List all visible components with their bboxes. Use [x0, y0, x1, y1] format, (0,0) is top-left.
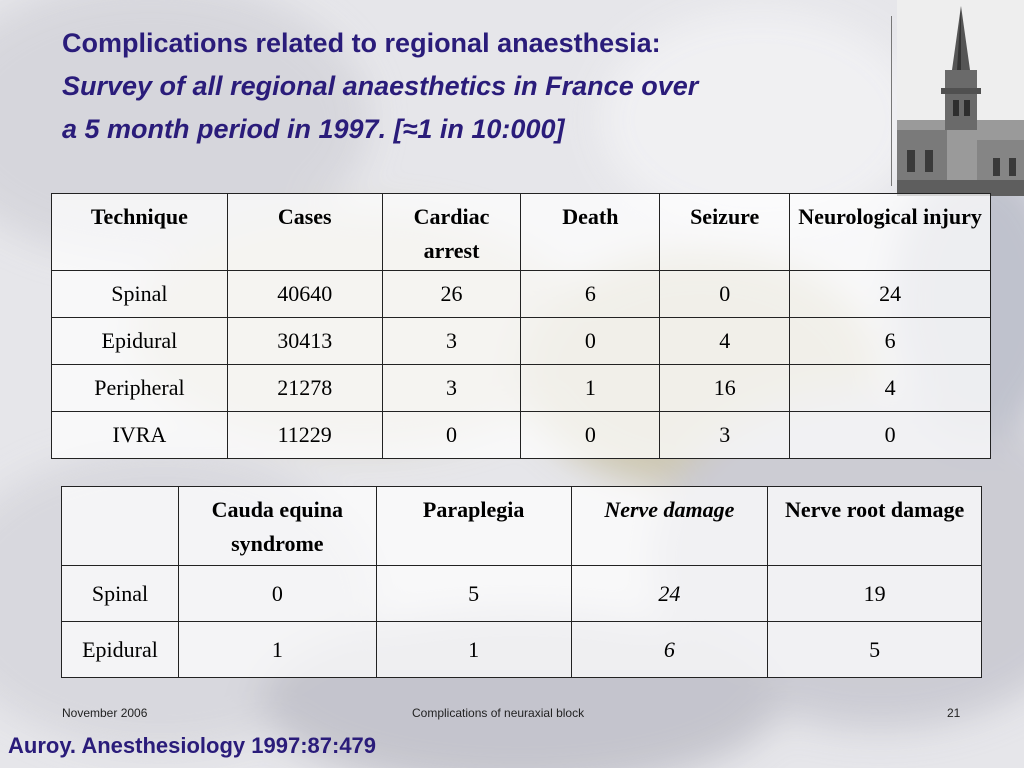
- table-cell: 11229: [226, 411, 383, 459]
- citation: Auroy. Anesthesiology 1997:87:479: [8, 733, 377, 758]
- table-cell: 6: [570, 621, 769, 678]
- table-cell: 3: [659, 411, 791, 459]
- table-cell: 16: [659, 364, 791, 412]
- table-cell: 24: [789, 270, 991, 318]
- table-cell: 1: [375, 621, 572, 678]
- header-cauda-equina: Cauda equina syndrome: [177, 486, 377, 566]
- footer-center-text: Complications of neuraxial block: [412, 706, 585, 720]
- table-cell: Spinal: [51, 270, 228, 318]
- table-header-row: Cauda equina syndrome Paraplegia Nerve d…: [61, 486, 982, 566]
- slide-title: Complications related to regional anaest…: [62, 22, 882, 151]
- table-cell: 3: [381, 364, 522, 412]
- table-cell: 0: [789, 411, 991, 459]
- table-cell: 0: [381, 411, 522, 459]
- cathedral-spire-photo: [897, 0, 1024, 196]
- table-cell: 5: [767, 621, 982, 678]
- table-row: Spinal 0 5 24 19: [61, 565, 982, 622]
- table-row: Epidural 30413 3 0 4 6: [51, 317, 991, 365]
- table-cell: 4: [789, 364, 991, 412]
- header-nerve-damage: Nerve damage: [570, 486, 769, 566]
- header-empty: [61, 486, 179, 566]
- table-cell: 6: [520, 270, 661, 318]
- header-cardiac-arrest: Cardiac arrest: [381, 193, 522, 271]
- table-row: Epidural 1 1 6 5: [61, 621, 982, 678]
- title-line-2: Survey of all regional anaesthetics in F…: [62, 71, 699, 101]
- table-cell: 40640: [226, 270, 383, 318]
- header-paraplegia: Paraplegia: [375, 486, 572, 566]
- complications-table: Technique Cases Cardiac arrest Death Sei…: [51, 193, 991, 459]
- table-cell: Epidural: [61, 621, 179, 678]
- table-cell: 19: [767, 565, 982, 622]
- table-cell: 5: [375, 565, 572, 622]
- table-cell: 26: [381, 270, 522, 318]
- header-nerve-root-damage: Nerve root damage: [767, 486, 982, 566]
- table-cell: Spinal: [61, 565, 179, 622]
- table-cell: Epidural: [51, 317, 228, 365]
- header-cases: Cases: [226, 193, 383, 271]
- table-row: Spinal 40640 26 6 0 24: [51, 270, 991, 318]
- table-cell: 1: [177, 621, 377, 678]
- header-seizure: Seizure: [659, 193, 791, 271]
- table-header-row: Technique Cases Cardiac arrest Death Sei…: [51, 193, 991, 271]
- table-row: IVRA 11229 0 0 3 0: [51, 411, 991, 459]
- title-line-1: Complications related to regional anaest…: [62, 28, 661, 58]
- table-cell: IVRA: [51, 411, 228, 459]
- title-divider-line: [891, 16, 892, 186]
- header-neurological-injury: Neurological injury: [789, 193, 991, 271]
- title-line-3: a 5 month period in 1997. [≈1 in 10:000]: [62, 114, 565, 144]
- table-cell: 0: [659, 270, 791, 318]
- table-cell: 4: [659, 317, 791, 365]
- table-cell: 30413: [226, 317, 383, 365]
- page-number: 21: [947, 706, 961, 720]
- table-cell: 6: [789, 317, 991, 365]
- table-cell: 0: [520, 317, 661, 365]
- table-cell: 21278: [226, 364, 383, 412]
- table-cell: Peripheral: [51, 364, 228, 412]
- table-cell: 3: [381, 317, 522, 365]
- table-row: Peripheral 21278 3 1 16 4: [51, 364, 991, 412]
- table-cell: 0: [520, 411, 661, 459]
- table-cell: 1: [520, 364, 661, 412]
- header-technique: Technique: [51, 193, 228, 271]
- header-death: Death: [520, 193, 661, 271]
- table-cell: 24: [570, 565, 769, 622]
- table-cell: 0: [177, 565, 377, 622]
- footer-date: November 2006: [62, 706, 148, 720]
- neurological-complications-table: Cauda equina syndrome Paraplegia Nerve d…: [61, 486, 982, 678]
